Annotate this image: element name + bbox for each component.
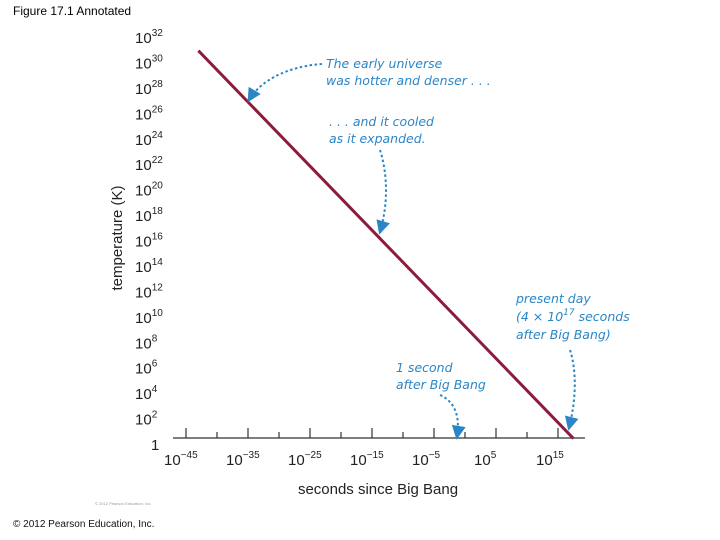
svg-text:1 second: 1 second bbox=[396, 360, 453, 375]
y-tick-label: 106 bbox=[135, 359, 158, 378]
y-axis-title: temperature (K) bbox=[109, 185, 126, 290]
x-tick-label: 1015 bbox=[536, 450, 564, 469]
x-tick-label: 10−25 bbox=[288, 450, 322, 469]
y-tick-label: 1012 bbox=[135, 282, 163, 301]
small-credit-text: © 2012 Pearson Education, Inc. bbox=[95, 501, 152, 506]
annotation-text: The early universe was hotter and denser … bbox=[326, 56, 491, 88]
y-tick-label: 1030 bbox=[135, 53, 163, 72]
svg-text:after Big Bang): after Big Bang) bbox=[516, 327, 611, 342]
x-axis-title: seconds since Big Bang bbox=[298, 481, 458, 498]
x-tick-label: 105 bbox=[474, 450, 497, 469]
y-tick-label: 1026 bbox=[135, 104, 163, 123]
y-tick-label: 1020 bbox=[135, 181, 163, 200]
y-tick-label: 102 bbox=[135, 410, 158, 429]
figure-title: Figure 17.1 Annotated bbox=[13, 4, 132, 18]
y-tick-label: 1028 bbox=[135, 79, 163, 98]
x-tick-label: 10−35 bbox=[226, 450, 260, 469]
svg-text:The early universe: The early universe bbox=[326, 56, 443, 71]
annotation-text: present day (4 × 1017 seconds after Big Ban… bbox=[515, 291, 630, 342]
temperature-series-line bbox=[197, 49, 575, 440]
y-tick-label: 1010 bbox=[135, 308, 163, 327]
x-tick-label: 10−5 bbox=[412, 450, 441, 469]
y-tick-label: 1018 bbox=[135, 206, 163, 225]
y-tick-label: 1024 bbox=[135, 130, 163, 149]
annotation-arrow bbox=[376, 149, 390, 235]
y-tick-label: 104 bbox=[135, 384, 158, 403]
annotation-arrow bbox=[439, 394, 466, 440]
y-tick-label: 1014 bbox=[135, 257, 163, 276]
copyright-notice: © 2012 Pearson Education, Inc. bbox=[13, 519, 155, 530]
x-tick-label: 10−45 bbox=[164, 450, 198, 469]
annotation-text: . . . and it cooled as it expanded. bbox=[329, 114, 434, 146]
y-tick-label: 1016 bbox=[135, 232, 163, 251]
annotation-arrow bbox=[247, 63, 323, 103]
svg-text:. . . and it cooled: . . . and it cooled bbox=[329, 114, 434, 129]
y-tick-label: 108 bbox=[135, 333, 158, 352]
y-tick-label: 1022 bbox=[135, 155, 163, 174]
svg-text:was hotter and denser . . .: was hotter and denser . . . bbox=[326, 73, 491, 88]
svg-text:as it expanded.: as it expanded. bbox=[329, 131, 426, 146]
x-tick-label: 10−15 bbox=[350, 450, 384, 469]
y-tick-label: 1032 bbox=[135, 28, 163, 47]
svg-text:present day: present day bbox=[515, 291, 591, 306]
svg-text:after Big Bang: after Big Bang bbox=[396, 377, 486, 392]
y-tick-label: 1 bbox=[151, 437, 159, 454]
annotation-arrow bbox=[564, 349, 579, 431]
annotation-text: 1 second after Big Bang bbox=[396, 360, 486, 392]
